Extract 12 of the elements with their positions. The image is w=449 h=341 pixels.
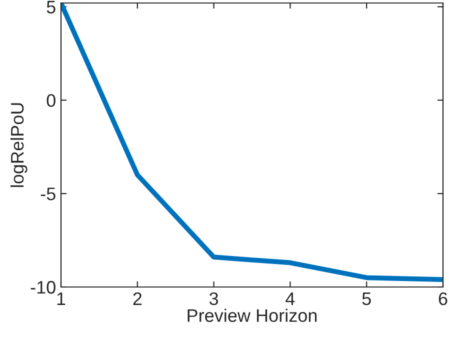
- y-tick-label: -10: [30, 280, 56, 294]
- y-tick-label: -5: [40, 188, 56, 200]
- x-tick-label: 2: [133, 292, 142, 305]
- x-tick-label: 1: [57, 292, 66, 305]
- x-tick-label: 5: [362, 292, 371, 306]
- x-tick-label: 6: [438, 292, 448, 306]
- x-tick-label: 4: [286, 292, 295, 305]
- x-tick-label: 3: [209, 292, 218, 306]
- x-axis-title: Preview Horizon: [188, 308, 317, 322]
- y-axis-title: logRelPoU: [10, 103, 28, 187]
- y-tick-label: 5: [46, 0, 56, 14]
- y-tick-label: 0: [46, 94, 56, 107]
